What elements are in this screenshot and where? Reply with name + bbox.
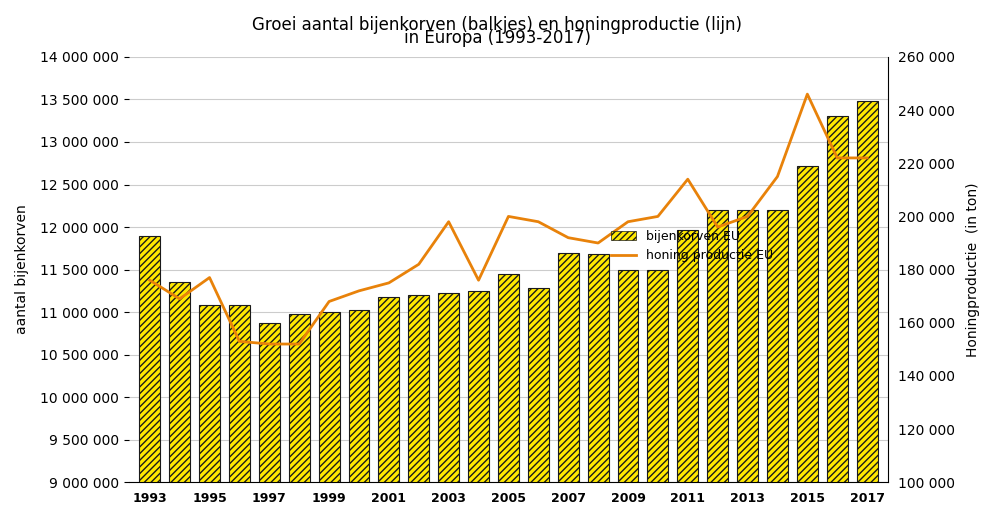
Bar: [437, 293, 458, 520]
Bar: [766, 210, 787, 520]
Bar: [707, 210, 728, 520]
Text: Groei aantal bijenkorven (balkjes) en honingproductie (lijn): Groei aantal bijenkorven (balkjes) en ho…: [252, 16, 742, 34]
Bar: [258, 323, 279, 520]
Bar: [677, 230, 698, 520]
Bar: [467, 291, 488, 520]
Bar: [796, 166, 817, 520]
Bar: [737, 210, 757, 520]
Bar: [199, 305, 220, 520]
Bar: [497, 274, 519, 520]
Bar: [318, 312, 339, 520]
Bar: [229, 305, 249, 520]
Bar: [856, 101, 877, 520]
Y-axis label: aantal bijenkorven: aantal bijenkorven: [15, 205, 29, 334]
Bar: [408, 295, 428, 520]
Bar: [139, 236, 160, 520]
Bar: [288, 314, 309, 520]
Bar: [378, 297, 399, 520]
Y-axis label: Honingproductie  (in ton): Honingproductie (in ton): [965, 183, 979, 357]
Bar: [169, 282, 190, 520]
Bar: [647, 270, 668, 520]
Bar: [826, 116, 847, 520]
Bar: [528, 288, 549, 520]
Bar: [558, 253, 579, 520]
Bar: [348, 310, 369, 520]
Bar: [617, 269, 638, 520]
Legend: bijenkorven EU, honing productie EU: bijenkorven EU, honing productie EU: [605, 225, 777, 267]
Text: in Europa (1993-2017): in Europa (1993-2017): [404, 29, 590, 47]
Bar: [587, 254, 608, 520]
